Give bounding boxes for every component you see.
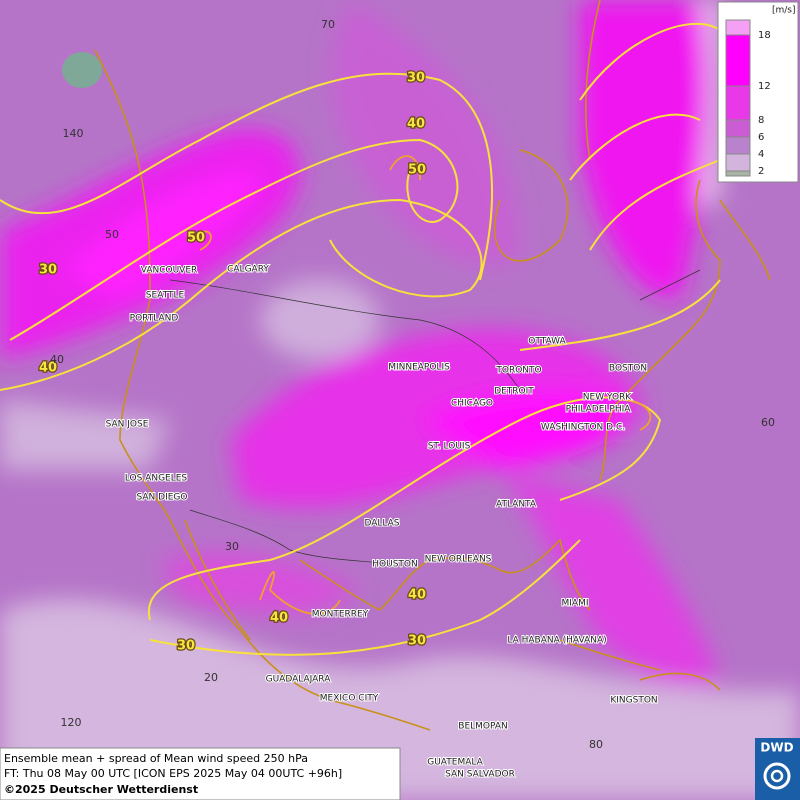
city-label: MEXICO CITY	[320, 694, 379, 704]
city-label: GUADALAJARA	[266, 675, 332, 685]
contour-label: 40	[270, 611, 288, 626]
city-label: SEATTLE	[146, 291, 185, 301]
logo-box	[755, 738, 800, 800]
land-patch	[62, 52, 102, 88]
legend-level: 4	[758, 149, 764, 160]
legend-swatch	[725, 170, 751, 177]
city-label: LOS ANGELES	[125, 474, 188, 484]
graticule-label: 50	[105, 228, 119, 241]
contour-label: 40	[39, 361, 57, 376]
legend-unit: [m/s]	[772, 6, 796, 16]
footer-box	[0, 747, 401, 800]
city-label: ST. LOUIS	[428, 442, 471, 452]
city-label: WASHINGTON D.C.	[541, 423, 625, 433]
city-label: VANCOUVER	[141, 266, 198, 276]
contour-label: 30	[39, 263, 57, 278]
footer: Ensemble mean + spread of Mean wind spee…	[0, 747, 401, 800]
graticule-label: 20	[204, 671, 218, 684]
legend-swatch	[725, 85, 751, 121]
city-label: PORTLAND	[130, 314, 179, 324]
coastlines	[94, 0, 771, 731]
contour-label: 50	[187, 231, 205, 246]
city-label: TORONTO	[495, 366, 541, 376]
contour-label: 30	[177, 639, 195, 654]
city-label: OTTAWA	[528, 337, 566, 347]
city-label: SAN SALVADOR	[445, 770, 515, 780]
city-label: CHICAGO	[451, 399, 493, 409]
contour-label: 50	[408, 163, 426, 178]
city-label: DALLAS	[364, 519, 399, 529]
borders	[169, 269, 701, 566]
city-label: HOUSTON	[372, 560, 417, 570]
city-label: LA HABANA (HAVANA)	[507, 636, 606, 646]
legend-level: 8	[758, 115, 764, 126]
city-label: SAN JOSE	[106, 420, 149, 430]
contours-inner	[189, 155, 652, 615]
city-label: CALGARY	[227, 265, 269, 275]
city-label: MONTERREY	[312, 610, 369, 620]
legend-swatch	[725, 119, 751, 138]
legend-level: 6	[758, 132, 764, 143]
logo-swirl-inner	[770, 769, 784, 783]
graticule-label: 70	[321, 18, 335, 31]
graticule-label: 120	[61, 716, 82, 729]
logo-swirl	[763, 762, 791, 790]
logo-text: DWD	[760, 741, 793, 755]
city-label: BOSTON	[609, 364, 647, 374]
contour-label: 40	[408, 588, 426, 603]
legend-level: 18	[758, 30, 771, 41]
contours	[0, 22, 721, 656]
legend-swatch	[725, 34, 751, 87]
city-label: BELMOPAN	[458, 722, 507, 732]
city-label: MINNEAPOLIS	[388, 363, 450, 373]
contour-label: 30	[407, 71, 425, 86]
city-label: ATLANTA	[496, 500, 537, 510]
city-label: SAN DIEGO	[137, 493, 188, 503]
city-label: NEW ORLEANS	[425, 555, 492, 565]
legend-swatch	[725, 19, 751, 36]
labels: VANCOUVER CALGARY SEATTLE PORTLAND MINNEAPOL…	[38, 18, 775, 781]
city-label: NEW YORK	[583, 393, 633, 403]
logo: DWD	[755, 738, 800, 800]
legend-level: 12	[758, 81, 771, 92]
copyright: ©2025 Deutscher Wetterdienst	[4, 783, 198, 796]
legend: [m/s] 18 12 8 6 4 2	[717, 1, 799, 183]
city-label: KINGSTON	[610, 696, 657, 706]
legend-level: 2	[758, 166, 764, 177]
graticule-label: 30	[225, 540, 239, 553]
contour-label: 40	[407, 117, 425, 132]
graticule-label: 60	[761, 416, 775, 429]
contour-label: 30	[408, 634, 426, 649]
footer-time: FT: Thu 08 May 00 UTC [ICON EPS 2025 May…	[4, 767, 342, 780]
city-label: DETROIT	[494, 387, 534, 397]
graticule-label: 40	[50, 353, 64, 366]
city-label: MIAMI	[562, 599, 589, 609]
graticule-label: 80	[589, 738, 603, 751]
city-label: PHILADELPHIA	[566, 405, 632, 415]
footer-title: Ensemble mean + spread of Mean wind spee…	[4, 752, 308, 765]
city-label: GUATEMALA	[427, 758, 483, 768]
legend-swatch	[725, 153, 751, 172]
graticule-label: 140	[63, 127, 84, 140]
legend-swatch	[725, 136, 751, 155]
